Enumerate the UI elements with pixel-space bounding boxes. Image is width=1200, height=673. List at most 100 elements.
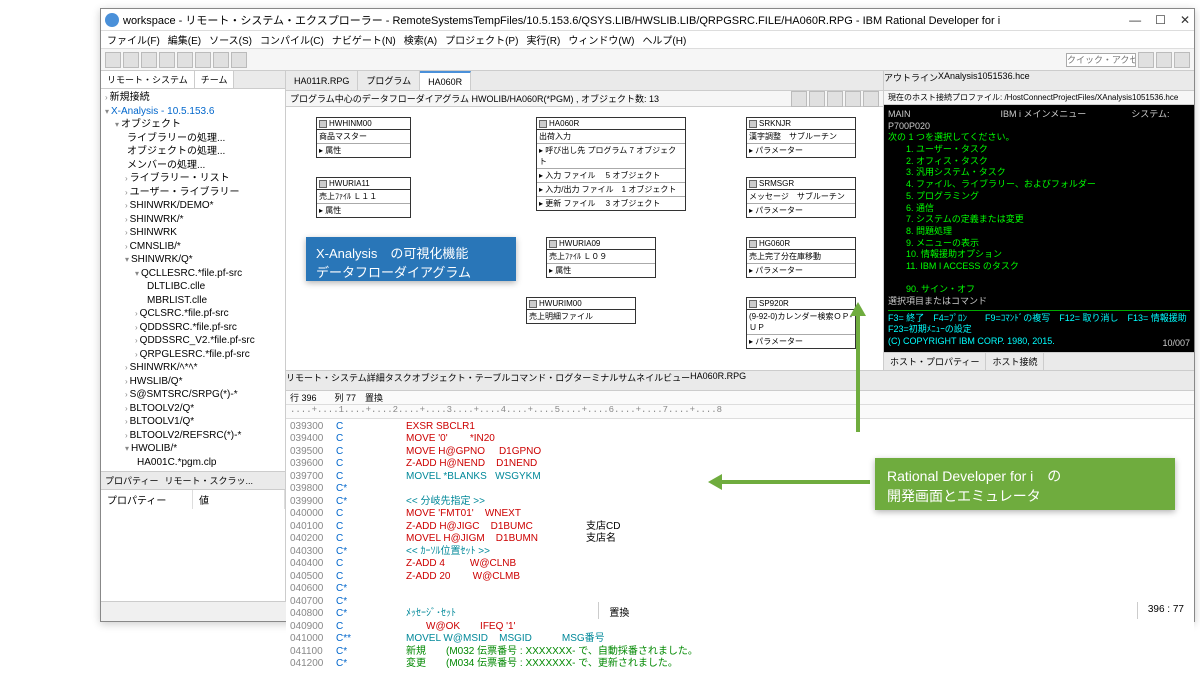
tree-item[interactable]: ▾オブジェクト xyxy=(103,118,283,132)
diagram-tool[interactable] xyxy=(791,91,807,107)
host-tab[interactable]: ホスト接続 xyxy=(986,353,1044,370)
diagram-node[interactable]: HWURIA09売上ﾌｧｲﾙ Ｌ０９▸ 属性 xyxy=(546,237,656,278)
tree-item[interactable]: ›QDDSSRC_V2.*file.pf-src xyxy=(103,334,283,348)
code-editor[interactable]: 039300C EXSR SBCLR1039400C MOVE '0' *IN2… xyxy=(286,419,1194,673)
bottom-tab[interactable]: サムネイルビュー xyxy=(618,371,690,390)
diagram-node[interactable]: HWHINM00商品マスター▸ 属性 xyxy=(316,117,411,158)
perspective-button[interactable] xyxy=(1138,52,1154,68)
bottom-tab[interactable]: オブジェクト・テーブル xyxy=(412,371,510,390)
menu-item[interactable]: ナビゲート(N) xyxy=(332,32,396,47)
prop-tab[interactable]: リモート・スクラッ... xyxy=(164,474,253,487)
diagram-node[interactable]: HWURIA11売上ﾌｧｲﾙ Ｌ１１▸ 属性 xyxy=(316,177,411,218)
code-line[interactable]: 039500C MOVE H@GPNO D1GPNO xyxy=(290,446,1190,459)
tree-item[interactable]: ›QRPGLESRC.*file.pf-src xyxy=(103,348,283,362)
tree-item[interactable]: HA001C.*pgm.clp xyxy=(103,456,283,470)
code-line[interactable]: 040400C Z-ADD 4 W@CLNB xyxy=(290,558,1190,571)
toolbar-button[interactable] xyxy=(231,52,247,68)
code-line[interactable]: 040000C MOVE 'FMT01' WNEXT xyxy=(290,508,1190,521)
diagram-node[interactable]: SRMSGRメッセージ サブルーチン▸ パラメーター xyxy=(746,177,856,218)
menu-item[interactable]: プロジェクト(P) xyxy=(445,32,518,47)
minimize-button[interactable]: — xyxy=(1129,13,1141,27)
menu-item[interactable]: 編集(E) xyxy=(168,32,201,47)
terminal-emulator[interactable]: MAIN IBM i メインメニュー システム: P700P020次の 1 つを… xyxy=(884,105,1194,352)
tree-item[interactable]: ›ユーザー・ライブラリー xyxy=(103,186,283,200)
toolbar-button[interactable] xyxy=(141,52,157,68)
toolbar-button[interactable] xyxy=(159,52,175,68)
tree-item[interactable]: メンバーの処理... xyxy=(103,159,283,173)
editor-tab[interactable]: HA060R xyxy=(420,71,471,90)
tree-item[interactable]: ライブラリーの処理... xyxy=(103,132,283,146)
code-line[interactable]: 040200C MOVEL H@JIGM D1BUMN 支店名 xyxy=(290,533,1190,546)
close-button[interactable]: ✕ xyxy=(1180,13,1190,27)
tree-item[interactable]: MBRLIST.clle xyxy=(103,294,283,308)
tree-item[interactable]: オブジェクトの処理... xyxy=(103,145,283,159)
toolbar-button[interactable] xyxy=(195,52,211,68)
tree-item[interactable]: ›SHINWRK/* xyxy=(103,213,283,227)
project-tree[interactable]: ›新規接続▾X-Analysis - 10.5.153.6▾オブジェクトライブラ… xyxy=(101,89,285,471)
toolbar-button[interactable] xyxy=(177,52,193,68)
tree-item[interactable]: ›BLTOOLV2/REFSRC(*)-* xyxy=(103,429,283,443)
diagram-node[interactable]: SRKNJR漢字調整 サブルーチン▸ パラメーター xyxy=(746,117,856,158)
menu-item[interactable]: ウィンドウ(W) xyxy=(568,32,634,47)
code-line[interactable]: 040600C* xyxy=(290,583,1190,596)
diagram-node[interactable]: HG060R売上完了分在庫移動▸ パラメーター xyxy=(746,237,856,278)
menu-item[interactable]: コンパイル(C) xyxy=(260,32,324,47)
tree-item[interactable]: ›S@SMTSRC/SRPG(*)-* xyxy=(103,388,283,402)
code-line[interactable]: 041200C* 変更 (M034 伝票番号 : XXXXXXX- で、更新され… xyxy=(290,658,1190,671)
host-tab[interactable]: ホスト・プロパティー xyxy=(884,353,986,370)
tree-item[interactable]: ›CMNSLIB/* xyxy=(103,240,283,254)
bottom-tab[interactable]: タスク xyxy=(385,371,412,390)
diagram-tool[interactable] xyxy=(845,91,861,107)
prop-tab[interactable]: プロパティー xyxy=(105,474,158,487)
toolbar-button[interactable] xyxy=(213,52,229,68)
perspective-button[interactable] xyxy=(1156,52,1172,68)
code-line[interactable]: 040700C* xyxy=(290,596,1190,609)
diagram-node[interactable]: HA060R出荷入力▸ 呼び出し先 プログラム 7 オブジェクト▸ 入力 ファイ… xyxy=(536,117,686,211)
tree-item[interactable]: ›新規接続 xyxy=(103,91,283,105)
sidebar-tab[interactable]: リモート・システム xyxy=(101,71,195,88)
diagram-tool[interactable] xyxy=(809,91,825,107)
bottom-tab[interactable]: リモート・システム詳細 xyxy=(286,371,385,390)
diagram-node[interactable]: SP920R(9-92-0)カレンダー検索ＯＰ-ＵＰ▸ パラメーター xyxy=(746,297,856,349)
sidebar-tab[interactable]: チーム xyxy=(195,71,235,88)
toolbar-button[interactable] xyxy=(105,52,121,68)
diagram-tool[interactable] xyxy=(863,91,879,107)
tree-item[interactable]: ▾HWOLIB/* xyxy=(103,442,283,456)
diagram-canvas[interactable]: X-Analysis の可視化機能データフローダイアグラム HWHINM00商品… xyxy=(286,107,883,370)
tree-item[interactable]: ›HWSLIB/Q* xyxy=(103,375,283,389)
bottom-tab[interactable]: HA060R.RPG xyxy=(690,371,746,390)
code-line[interactable]: 040900C W@OK IFEQ '1' xyxy=(290,621,1190,634)
toolbar-button[interactable] xyxy=(123,52,139,68)
menu-item[interactable]: 検索(A) xyxy=(404,32,437,47)
perspective-button[interactable] xyxy=(1174,52,1190,68)
tree-item[interactable]: ▾SHINWRK/Q* xyxy=(103,253,283,267)
tree-item[interactable]: ›SHINWRK xyxy=(103,226,283,240)
menu-item[interactable]: ヘルプ(H) xyxy=(642,32,686,47)
code-line[interactable]: 040100C Z-ADD H@JIGC D1BUMC 支店CD xyxy=(290,521,1190,534)
tree-item[interactable]: ›QDDSSRC.*file.pf-src xyxy=(103,321,283,335)
tree-item[interactable]: ›ライブラリー・リスト xyxy=(103,172,283,186)
tree-item[interactable]: ›BLTOOLV2/Q* xyxy=(103,402,283,416)
code-line[interactable]: 039400C MOVE '0' *IN20 xyxy=(290,433,1190,446)
diagram-node[interactable]: HWURIM00売上明細ファイル xyxy=(526,297,636,324)
code-line[interactable]: 041100C* 新規 (M032 伝票番号 : XXXXXXX- で、自動採番… xyxy=(290,646,1190,659)
bottom-tab[interactable]: コマンド・ログ xyxy=(510,371,573,390)
tree-item[interactable]: ›BLTOOLV1/Q* xyxy=(103,415,283,429)
tree-item[interactable]: ▾X-Analysis - 10.5.153.6 xyxy=(103,105,283,119)
code-line[interactable]: 039300C EXSR SBCLR1 xyxy=(290,421,1190,434)
tree-item[interactable]: ▾QCLLESRC.*file.pf-src xyxy=(103,267,283,281)
diagram-tool[interactable] xyxy=(827,91,843,107)
tree-item[interactable]: DLTLIBC.clle xyxy=(103,280,283,294)
menu-item[interactable]: ソース(S) xyxy=(209,32,252,47)
tree-item[interactable]: ›SHINWRK/DEMO* xyxy=(103,199,283,213)
bottom-tab[interactable]: ターミナル xyxy=(573,371,618,390)
code-line[interactable]: 040800C* ﾒｯｾｰｼﾞ･ｾｯﾄ xyxy=(290,608,1190,621)
menu-item[interactable]: ファイル(F) xyxy=(107,32,160,47)
menu-item[interactable]: 実行(R) xyxy=(526,32,560,47)
code-line[interactable]: 041000C** MOVEL W@MSID MSGID MSG番号 xyxy=(290,633,1190,646)
editor-tab[interactable]: プログラム xyxy=(358,71,420,90)
right-tab[interactable]: XAnalysis1051536.hce xyxy=(938,71,1030,90)
quick-access-input[interactable] xyxy=(1066,53,1136,67)
editor-tab[interactable]: HA011R.RPG xyxy=(286,71,358,90)
maximize-button[interactable]: ☐ xyxy=(1155,13,1166,27)
